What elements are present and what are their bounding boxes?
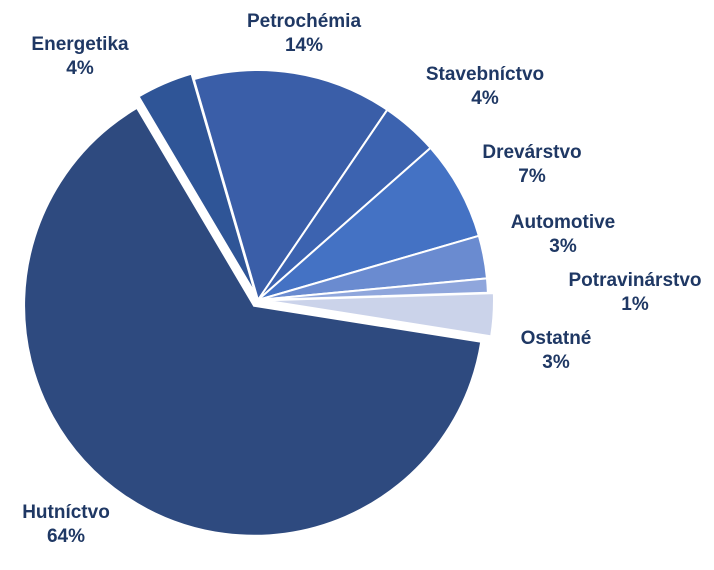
slice-label: Hutníctvo [22, 502, 110, 523]
slice-value-label: 64% [47, 526, 85, 547]
slice-value-label: 7% [518, 166, 546, 187]
slice-label: Drevárstvo [482, 142, 581, 163]
pie-slice [23, 106, 483, 537]
pie-slice [257, 146, 481, 301]
pie-slice [263, 292, 495, 338]
slice-value-label: 14% [285, 35, 323, 56]
slice-label: Energetika [31, 34, 129, 55]
slice-value-label: 4% [66, 58, 94, 79]
slice-value-label: 3% [549, 236, 577, 257]
slice-label: Automotive [511, 212, 616, 233]
slice-label: Potravinárstvo [568, 270, 701, 291]
pie-slice [137, 72, 257, 296]
slice-label: Petrochémia [247, 11, 361, 32]
slice-label: Stavebníctvo [426, 64, 544, 85]
slice-value-label: 1% [621, 294, 649, 315]
slice-value-label: 3% [542, 352, 570, 373]
pie-slice [192, 69, 389, 303]
slice-value-label: 4% [471, 88, 499, 109]
slice-label: Ostatné [521, 328, 592, 349]
